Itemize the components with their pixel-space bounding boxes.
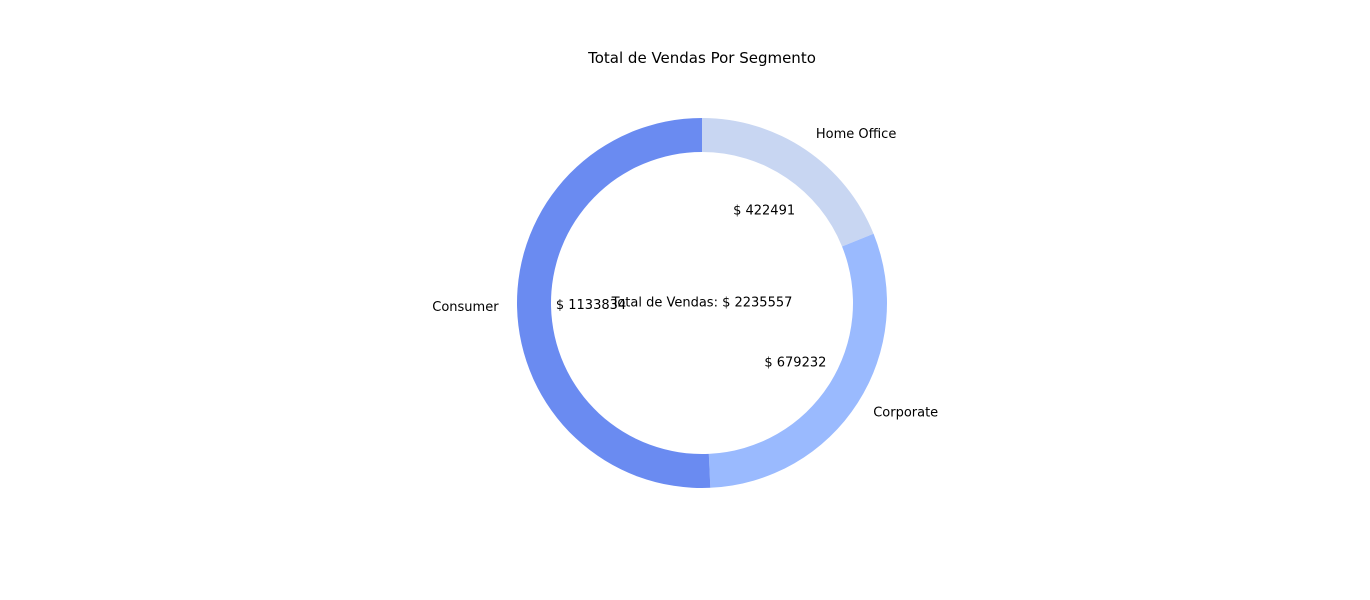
value-label-home-office: $ 422491 bbox=[733, 203, 795, 218]
slice-consumer bbox=[516, 118, 711, 489]
category-label-consumer: Consumer bbox=[432, 300, 499, 315]
donut-slices bbox=[516, 118, 887, 489]
value-label-consumer: $ 1133834 bbox=[556, 298, 626, 313]
value-label-corporate: $ 679232 bbox=[764, 356, 826, 371]
chart-title: Total de Vendas Por Segmento bbox=[0, 49, 1370, 67]
category-label-home-office: Home Office bbox=[816, 127, 896, 142]
category-label-corporate: Corporate bbox=[873, 406, 938, 421]
slice-home-office bbox=[702, 118, 874, 247]
slice-corporate bbox=[708, 233, 887, 488]
chart-title-text: Total de Vendas Por Segmento bbox=[588, 49, 816, 67]
donut-labels: Home Office $ 422491 Corporate $ 679232 Cons… bbox=[432, 127, 938, 421]
center-total-label: Total de Vendas: $ 2235557 bbox=[611, 296, 793, 311]
